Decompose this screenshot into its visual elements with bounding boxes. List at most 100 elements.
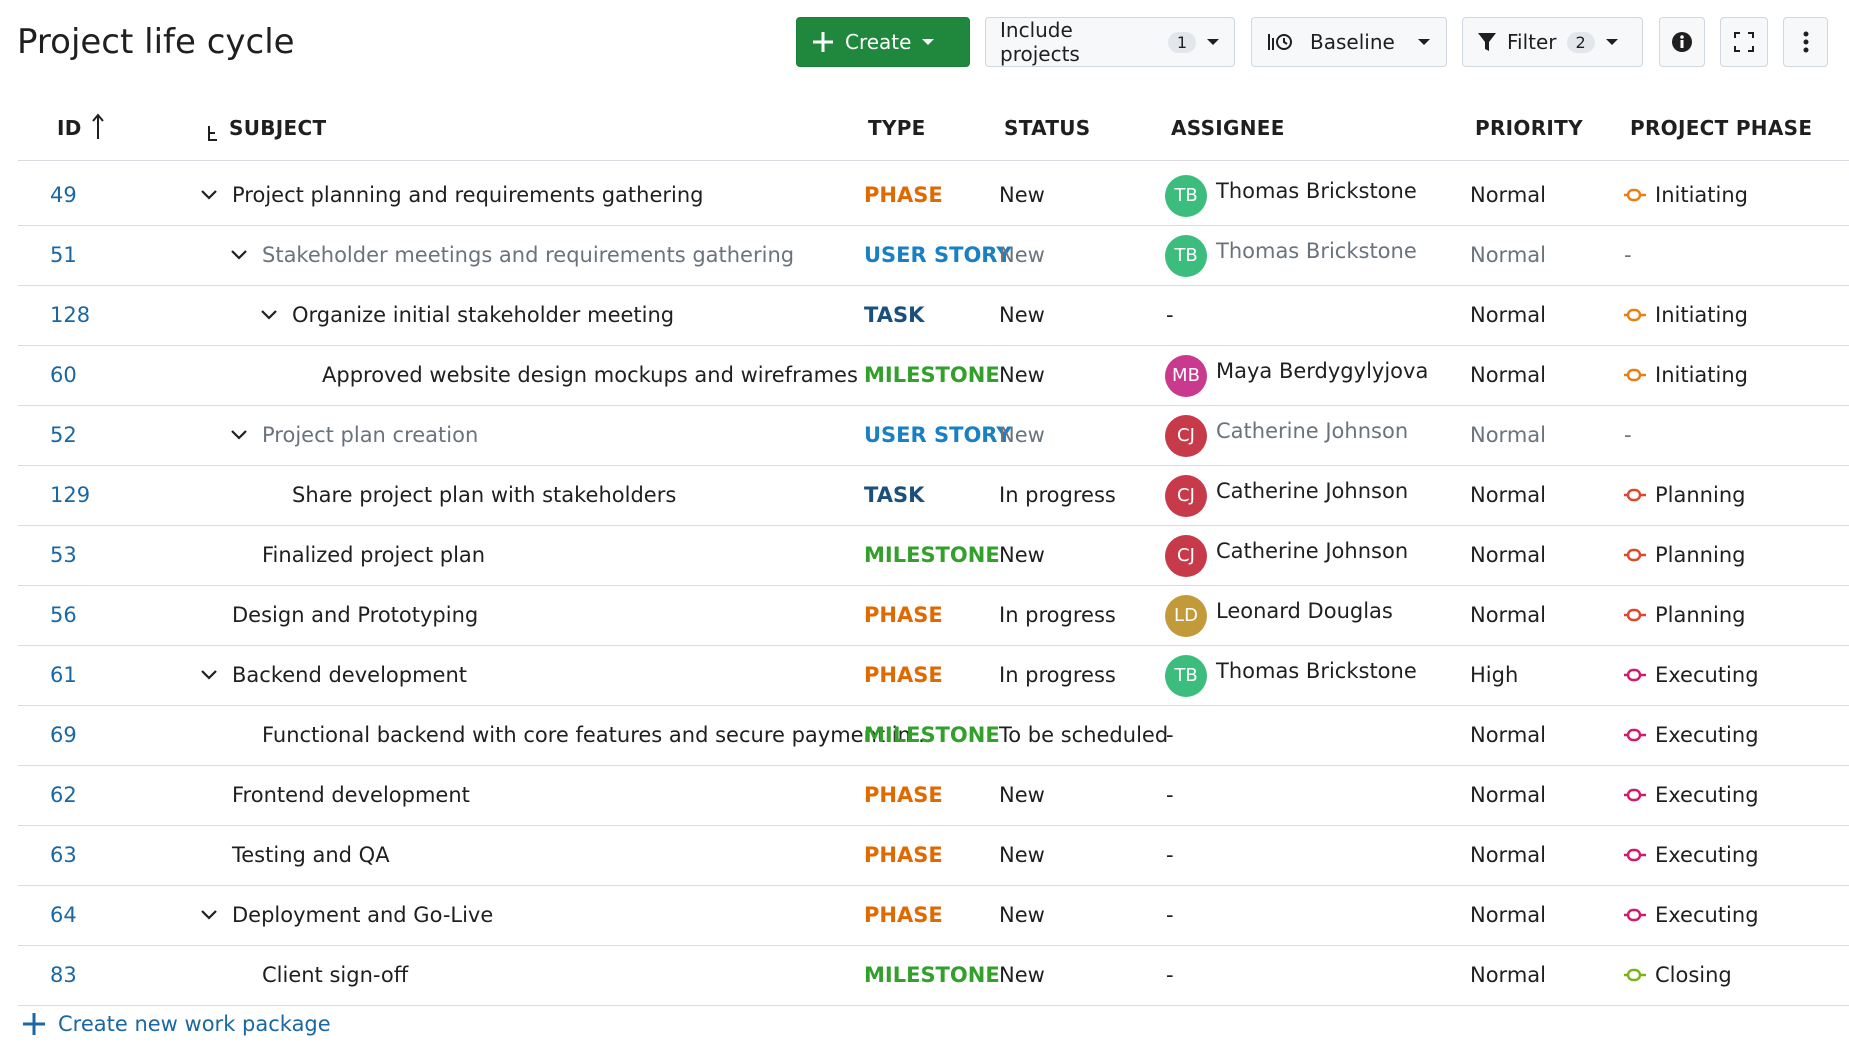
- id-link[interactable]: 51: [50, 243, 77, 267]
- expand-chevron[interactable]: [200, 909, 218, 921]
- project-phase: Executing: [1655, 783, 1759, 807]
- assignee-empty: -: [1166, 963, 1174, 987]
- priority: Normal: [1470, 423, 1546, 447]
- assignee-empty: -: [1166, 303, 1174, 327]
- id-link[interactable]: 49: [50, 183, 77, 207]
- create-button[interactable]: Create: [796, 17, 970, 67]
- status: New: [999, 543, 1045, 567]
- table-row[interactable]: 61 Backend development PHASE In progress TB T…: [18, 645, 1849, 706]
- type: MILESTONE: [864, 543, 1000, 567]
- project-phase: Executing: [1655, 723, 1759, 747]
- include-count: 1: [1167, 31, 1197, 53]
- table-row[interactable]: 56 Design and Prototyping PHASE In progress…: [18, 585, 1849, 646]
- table-row[interactable]: 62 Frontend development PHASE New - Normal Exe…: [18, 765, 1849, 826]
- id-link[interactable]: 53: [50, 543, 77, 567]
- subject: Frontend development: [232, 783, 470, 807]
- caret: [1605, 39, 1618, 45]
- subject: Testing and QA: [232, 843, 390, 867]
- type: PHASE: [864, 663, 943, 687]
- table-row[interactable]: 53 Finalized project plan MILESTONE New CJ Ca…: [18, 525, 1849, 586]
- assignee-name: Thomas Brickstone: [1216, 239, 1417, 263]
- subject: Project planning and requirements gather…: [232, 183, 704, 207]
- status: New: [999, 363, 1045, 387]
- assignee-empty: -: [1166, 843, 1174, 867]
- id-link[interactable]: 83: [50, 963, 77, 987]
- baseline-button[interactable]: Baseline: [1251, 17, 1447, 67]
- fullscreen-button[interactable]: [1720, 17, 1768, 67]
- expand-chevron[interactable]: [230, 249, 248, 261]
- table-row[interactable]: 60 Approved website design mockups and wi…: [18, 345, 1849, 406]
- phase-icon: [1624, 188, 1646, 202]
- priority: Normal: [1470, 903, 1546, 927]
- avatar: TB: [1165, 235, 1207, 277]
- expand-chevron[interactable]: [200, 189, 218, 201]
- status: New: [999, 303, 1045, 327]
- priority: High: [1470, 663, 1519, 687]
- table-row[interactable]: 128 Organize initial stakeholder meeting T…: [18, 285, 1849, 346]
- id-link[interactable]: 60: [50, 363, 77, 387]
- page-title: Project life cycle: [17, 22, 295, 62]
- more-icon: [1803, 31, 1808, 53]
- id-link[interactable]: 69: [50, 723, 77, 747]
- caret: [922, 39, 935, 45]
- more-button[interactable]: [1783, 17, 1828, 67]
- filter-button[interactable]: Filter 2: [1462, 17, 1643, 67]
- id-link[interactable]: 52: [50, 423, 77, 447]
- priority: Normal: [1470, 843, 1546, 867]
- table-row[interactable]: 63 Testing and QA PHASE New - Normal Executing: [18, 825, 1849, 886]
- avatar: TB: [1165, 655, 1207, 697]
- assignee-name: Leonard Douglas: [1216, 599, 1393, 623]
- id-link[interactable]: 61: [50, 663, 77, 687]
- table-row[interactable]: 51 Stakeholder meetings and requirements …: [18, 225, 1849, 286]
- priority: Normal: [1470, 243, 1546, 267]
- id-link[interactable]: 64: [50, 903, 77, 927]
- priority: Normal: [1470, 303, 1546, 327]
- id-link[interactable]: 62: [50, 783, 77, 807]
- id-link[interactable]: 63: [50, 843, 77, 867]
- phase-icon: [1624, 788, 1646, 802]
- status: New: [999, 963, 1045, 987]
- table-row[interactable]: 49 Project planning and requirements gath…: [18, 165, 1849, 226]
- expand-chevron[interactable]: [260, 309, 278, 321]
- id-link[interactable]: 129: [50, 483, 91, 507]
- type: PHASE: [864, 903, 943, 927]
- include-projects-button[interactable]: Include projects 1: [985, 17, 1235, 67]
- column-header: PROJECT PHASE: [1630, 116, 1813, 140]
- expand-chevron[interactable]: [200, 669, 218, 681]
- type: PHASE: [864, 603, 943, 627]
- subject: Finalized project plan: [262, 543, 486, 567]
- caret: [1207, 39, 1220, 45]
- table-row[interactable]: 64 Deployment and Go-Live PHASE New - Normal E…: [18, 885, 1849, 946]
- phase-icon: [1624, 908, 1646, 922]
- plus-icon: [23, 1013, 45, 1035]
- subject: Deployment and Go-Live: [232, 903, 494, 927]
- project-phase: Planning: [1655, 603, 1746, 627]
- status: In progress: [999, 663, 1116, 687]
- phase-icon: [1624, 488, 1646, 502]
- avatar: CJ: [1165, 415, 1207, 457]
- avatar: LD: [1165, 595, 1207, 637]
- table-row[interactable]: 83 Client sign-off MILESTONE New - Normal Clos…: [18, 945, 1849, 1006]
- avatar: TB: [1165, 175, 1207, 217]
- table-row[interactable]: 129 Share project plan with stakeholders T…: [18, 465, 1849, 526]
- phase-icon: [1624, 968, 1646, 982]
- avatar: CJ: [1165, 475, 1207, 517]
- info-button[interactable]: [1659, 17, 1705, 67]
- priority: Normal: [1470, 963, 1546, 987]
- plus-icon: [813, 32, 833, 52]
- create-link[interactable]: Create new work package: [22, 1012, 331, 1036]
- project-phase: Closing: [1655, 963, 1732, 987]
- type: MILESTONE: [864, 963, 1000, 987]
- table-row[interactable]: 52 Project plan creation USER STORY New CJ Ca…: [18, 405, 1849, 466]
- id-link[interactable]: 128: [50, 303, 91, 327]
- id-link[interactable]: 56: [50, 603, 77, 627]
- project-phase: Initiating: [1655, 363, 1748, 387]
- phase-icon: [1624, 368, 1646, 382]
- baseline-icon: [1268, 34, 1292, 50]
- column-header: PRIORITY: [1475, 116, 1583, 140]
- expand-chevron[interactable]: [230, 429, 248, 441]
- table-row[interactable]: 69 Functional backend with core features …: [18, 705, 1849, 766]
- type: PHASE: [864, 783, 943, 807]
- priority: Normal: [1470, 543, 1546, 567]
- phase-icon: [1624, 548, 1646, 562]
